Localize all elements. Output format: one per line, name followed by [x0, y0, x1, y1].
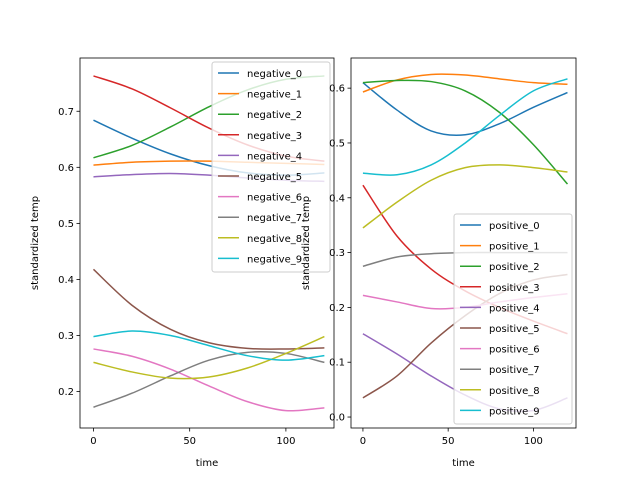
- legend-label: negative_6: [247, 193, 302, 204]
- x-tick-label: 50: [183, 436, 196, 447]
- x-tick-label: 0: [90, 436, 96, 447]
- y-axis-label: standardized temp: [301, 196, 312, 290]
- series-line-positive_2: [362, 79, 569, 185]
- x-tick-label: 50: [442, 436, 455, 447]
- legend-label: positive_4: [489, 303, 540, 314]
- series-line-negative_5: [92, 268, 325, 350]
- y-tick-label: 0.5: [329, 138, 345, 149]
- y-tick-label: 0.3: [58, 331, 74, 342]
- legend: negative_0 negative_1 negative_2 negative_3…: [211, 61, 331, 273]
- legend-label: positive_8: [489, 386, 540, 397]
- y-tick-label: 0.6: [58, 163, 74, 174]
- y-tick-label: 0.2: [329, 303, 345, 314]
- y-tick-label: 0.7: [58, 107, 74, 118]
- series-line-negative_6: [93, 348, 325, 412]
- legend-label: positive_7: [489, 365, 540, 376]
- legend-label: negative_7: [247, 213, 302, 224]
- legend-label: negative_9: [247, 254, 302, 265]
- y-axis-label: standardized temp: [30, 196, 41, 290]
- series-line-positive_0: [362, 82, 568, 136]
- y-tick-label: 0.4: [329, 193, 345, 204]
- legend-label: positive_0: [489, 221, 540, 232]
- legend-label: negative_1: [247, 90, 302, 101]
- series-line-positive_8: [362, 164, 568, 229]
- legend-label: negative_5: [247, 172, 302, 183]
- legend-label: negative_0: [247, 69, 302, 80]
- y-tick-label: 0.3: [329, 248, 345, 259]
- legend-label: negative_3: [247, 131, 302, 142]
- legend-label: negative_8: [247, 234, 302, 245]
- legend: positive_0 positive_1 positive_2 positive_3…: [453, 213, 573, 425]
- legend-label: positive_9: [489, 406, 540, 417]
- legend-box: [453, 213, 573, 425]
- legend-label: positive_2: [489, 262, 540, 273]
- y-tick-label: 0.5: [58, 219, 74, 230]
- x-tick-label: 100: [276, 436, 295, 447]
- legend-label: positive_6: [489, 345, 540, 356]
- x-axis-label: time: [196, 458, 219, 469]
- legend-label: positive_1: [489, 242, 540, 253]
- y-tick-label: 0.4: [58, 275, 74, 286]
- y-tick-label: 0.2: [58, 387, 74, 398]
- y-tick-label: 0.1: [329, 358, 345, 369]
- axes-frame: [79, 57, 335, 429]
- y-tick-label: 0.0: [329, 413, 345, 424]
- panel-negative: 0 50 100 0.2 0.3 0.4 0.5 0.6 0.7 time standardized…: [30, 57, 335, 469]
- panel-positive: 0 50 100 0.0 0.1 0.2 0.3 0.4 0.5 0.6 time standardi…: [301, 57, 577, 469]
- legend-box: [211, 61, 331, 273]
- series-lines: [92, 75, 325, 412]
- y-tick-label: 0.6: [329, 84, 345, 95]
- x-tick-label: 0: [360, 436, 366, 447]
- legend-label: negative_4: [247, 151, 302, 162]
- x-axis-label: time: [452, 458, 475, 469]
- axes-frame: [350, 57, 577, 429]
- series-line-negative_9: [93, 330, 325, 361]
- series-line-negative_8: [93, 335, 325, 380]
- legend-label: positive_5: [489, 324, 540, 335]
- series-line-positive_9: [362, 78, 568, 176]
- x-tick-label: 100: [524, 436, 543, 447]
- legend-label: negative_2: [247, 110, 302, 121]
- legend-label: positive_3: [489, 283, 540, 294]
